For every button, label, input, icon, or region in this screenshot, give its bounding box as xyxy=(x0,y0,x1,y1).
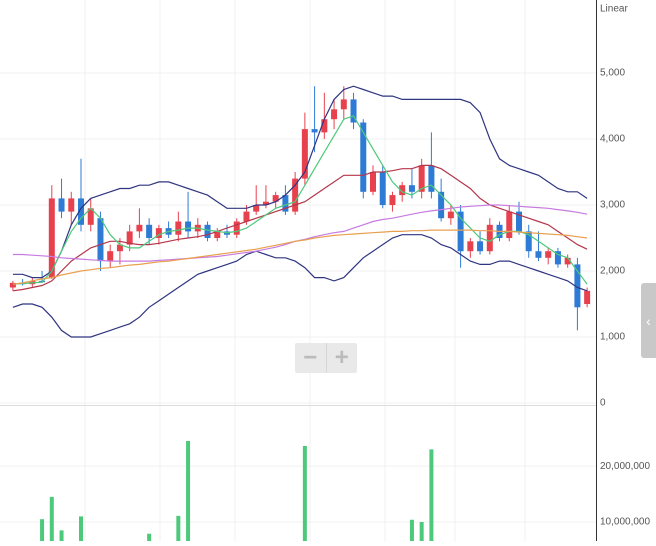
volume-bar xyxy=(176,515,181,541)
y-tick-label: 0 xyxy=(600,398,606,409)
candle-body xyxy=(282,195,289,212)
candle-body xyxy=(233,221,240,235)
candle-body xyxy=(477,241,484,252)
candle-body xyxy=(107,251,114,262)
candle-body xyxy=(447,211,454,219)
candle-body xyxy=(418,165,425,192)
y-tick-label: 2,000 xyxy=(600,266,625,277)
candle-body xyxy=(545,251,552,258)
candle-body xyxy=(97,218,104,262)
candle-body xyxy=(87,208,94,225)
volume-bar xyxy=(49,496,54,541)
candle-body xyxy=(389,195,396,206)
candle-body xyxy=(214,231,221,239)
volume-bar xyxy=(419,522,424,541)
y-tick-label: 20,000,000 xyxy=(600,461,650,472)
indicator-line xyxy=(12,115,588,285)
candle-body xyxy=(204,224,211,239)
candle-body xyxy=(584,290,591,305)
volume-bar xyxy=(79,516,83,541)
candle-body xyxy=(486,224,493,252)
volume-bar xyxy=(147,533,152,541)
volume-bar xyxy=(59,530,64,541)
candle-body xyxy=(506,211,513,239)
candle-body xyxy=(331,109,338,120)
y-tick-label: 1,000 xyxy=(600,332,625,343)
candle-body xyxy=(408,185,415,192)
candle-body xyxy=(350,99,357,123)
y-tick-label: 10,000,000 xyxy=(600,517,650,528)
volume-bar xyxy=(40,519,45,541)
candle-body xyxy=(78,198,84,225)
vertical-grid xyxy=(84,0,526,541)
candle-body xyxy=(564,257,571,265)
candle-body xyxy=(574,264,581,308)
candle-body xyxy=(262,201,269,206)
axis-label: Linear xyxy=(600,4,628,15)
side-panel-toggle[interactable]: ‹ xyxy=(641,283,656,358)
candle-body xyxy=(243,211,250,222)
volume-bar xyxy=(186,440,191,541)
candle-body xyxy=(175,221,182,235)
y-tick-label: 5,000 xyxy=(600,68,625,79)
candle-body xyxy=(126,231,133,245)
candle-body xyxy=(311,129,318,133)
zoom-in[interactable]: + xyxy=(325,343,358,373)
volume-bar xyxy=(302,446,307,541)
candle-body xyxy=(301,129,308,179)
volume-bar xyxy=(409,519,414,541)
candle-body xyxy=(292,178,299,212)
candle-body xyxy=(253,205,260,212)
candle-body xyxy=(116,244,123,252)
candle-body xyxy=(58,198,65,212)
candle-body xyxy=(146,224,153,239)
indicator-line xyxy=(12,85,588,279)
candle-body xyxy=(438,191,445,219)
candle-body xyxy=(340,99,347,110)
zoom-control: − + xyxy=(295,343,357,373)
candle-body xyxy=(68,198,75,212)
zoom-out[interactable]: − xyxy=(303,344,318,371)
candle-body xyxy=(379,172,386,206)
candle-body xyxy=(9,282,16,288)
candle-body xyxy=(272,195,279,202)
candle-body xyxy=(360,122,367,192)
candle-body xyxy=(525,231,532,252)
candle-body xyxy=(457,211,464,252)
candle-body xyxy=(370,172,376,192)
candle-body xyxy=(155,228,162,239)
candle-body xyxy=(321,119,328,133)
candle-body xyxy=(399,185,406,196)
candle-body xyxy=(428,165,435,192)
volume-bar xyxy=(429,449,434,541)
candle-body xyxy=(185,221,192,232)
candle-body xyxy=(554,251,561,265)
y-tick-label: 3,000 xyxy=(600,200,625,211)
candle-body xyxy=(136,224,143,232)
indicator-line xyxy=(12,234,588,338)
candle-body xyxy=(535,251,542,258)
candle-body xyxy=(48,198,55,278)
y-tick-label: 4,000 xyxy=(600,134,625,145)
indicator-line xyxy=(12,229,588,285)
candle-body xyxy=(516,211,522,232)
candle-body xyxy=(467,241,474,252)
